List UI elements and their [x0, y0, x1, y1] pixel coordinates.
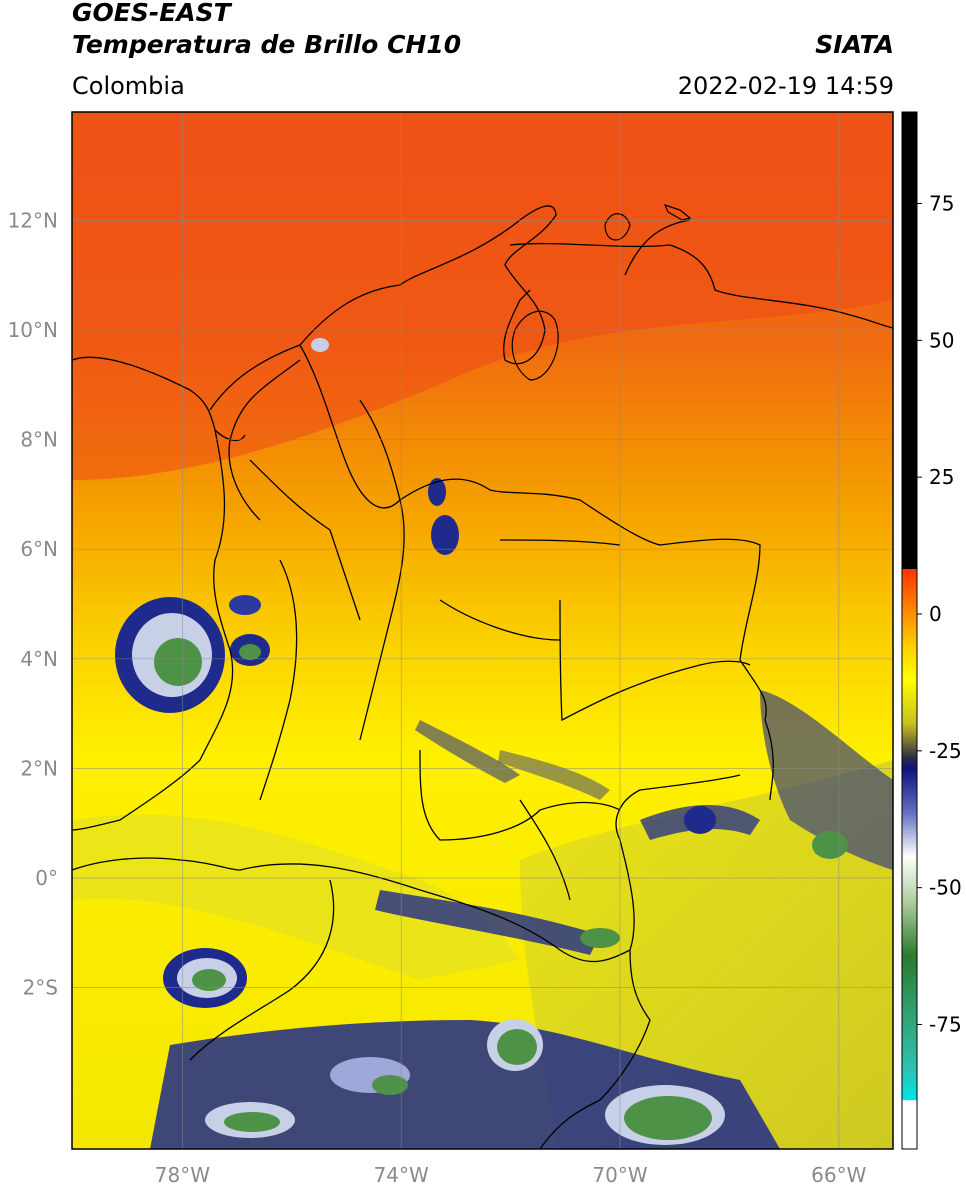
colorbar-gradient: [902, 569, 917, 1122]
organization-label: SIATA: [815, 30, 894, 59]
cloud-band-south: [150, 1019, 780, 1149]
islands: [511, 204, 692, 381]
colorbar-tick-label: -50: [929, 876, 962, 900]
longitude-tick-labels: 78°W 74°W 70°W 66°W: [155, 1163, 867, 1187]
satellite-title: GOES-EAST: [72, 0, 231, 27]
colorbar-tick-label: -75: [929, 1013, 962, 1037]
colorbar-black-segment: [902, 112, 917, 569]
map-field: [72, 112, 893, 1149]
colorbar-tick-label: 50: [929, 328, 954, 352]
latitude-tick-label: 6°N: [20, 537, 58, 561]
latitude-tick-label: 2°N: [20, 756, 58, 780]
longitude-tick-label: 78°W: [155, 1163, 210, 1187]
latitude-tick-label: 10°N: [8, 318, 58, 342]
latitude-tick-label: 12°N: [8, 208, 58, 232]
longitude-tick-label: 70°W: [592, 1163, 647, 1187]
cloud-streaks-amazon: [375, 690, 893, 955]
cloud-cluster-andes: [311, 338, 459, 555]
colorbar-tick-label: 0: [929, 602, 942, 626]
longitude-tick-label: 74°W: [374, 1163, 429, 1187]
colorbar: 75 50 25 0 -25 -50 -75: [901, 111, 962, 1150]
colorbar-ticks: 75 50 25 0 -25 -50 -75: [917, 192, 962, 1037]
cloud-cluster-southwest: [163, 948, 247, 1008]
colorbar-white-segment: [902, 1122, 917, 1149]
latitude-tick-label: 4°N: [20, 647, 58, 671]
region-label: Colombia: [72, 72, 185, 100]
latitude-tick-labels: 12°N 10°N 8°N 6°N 4°N 2°N 0° 2°S: [8, 208, 58, 999]
colorbar-tick-label: 75: [929, 192, 954, 216]
cloud-cluster-pacific: [115, 595, 270, 713]
graticule: [72, 112, 893, 1149]
datetime-label: 2022-02-19 14:59: [677, 72, 894, 100]
colorbar-tick-label: -25: [929, 739, 962, 763]
latitude-tick-label: 0°: [35, 866, 58, 890]
borders: [72, 205, 893, 1149]
latitude-tick-label: 2°S: [23, 976, 58, 1000]
map-frame: [71, 111, 894, 1150]
product-title: Temperatura de Brillo CH10: [72, 30, 462, 59]
colorbar-frame: [901, 111, 918, 1150]
latitude-tick-label: 8°N: [20, 428, 58, 452]
longitude-tick-label: 66°W: [811, 1163, 866, 1187]
colorbar-tick-label: 25: [929, 465, 954, 489]
